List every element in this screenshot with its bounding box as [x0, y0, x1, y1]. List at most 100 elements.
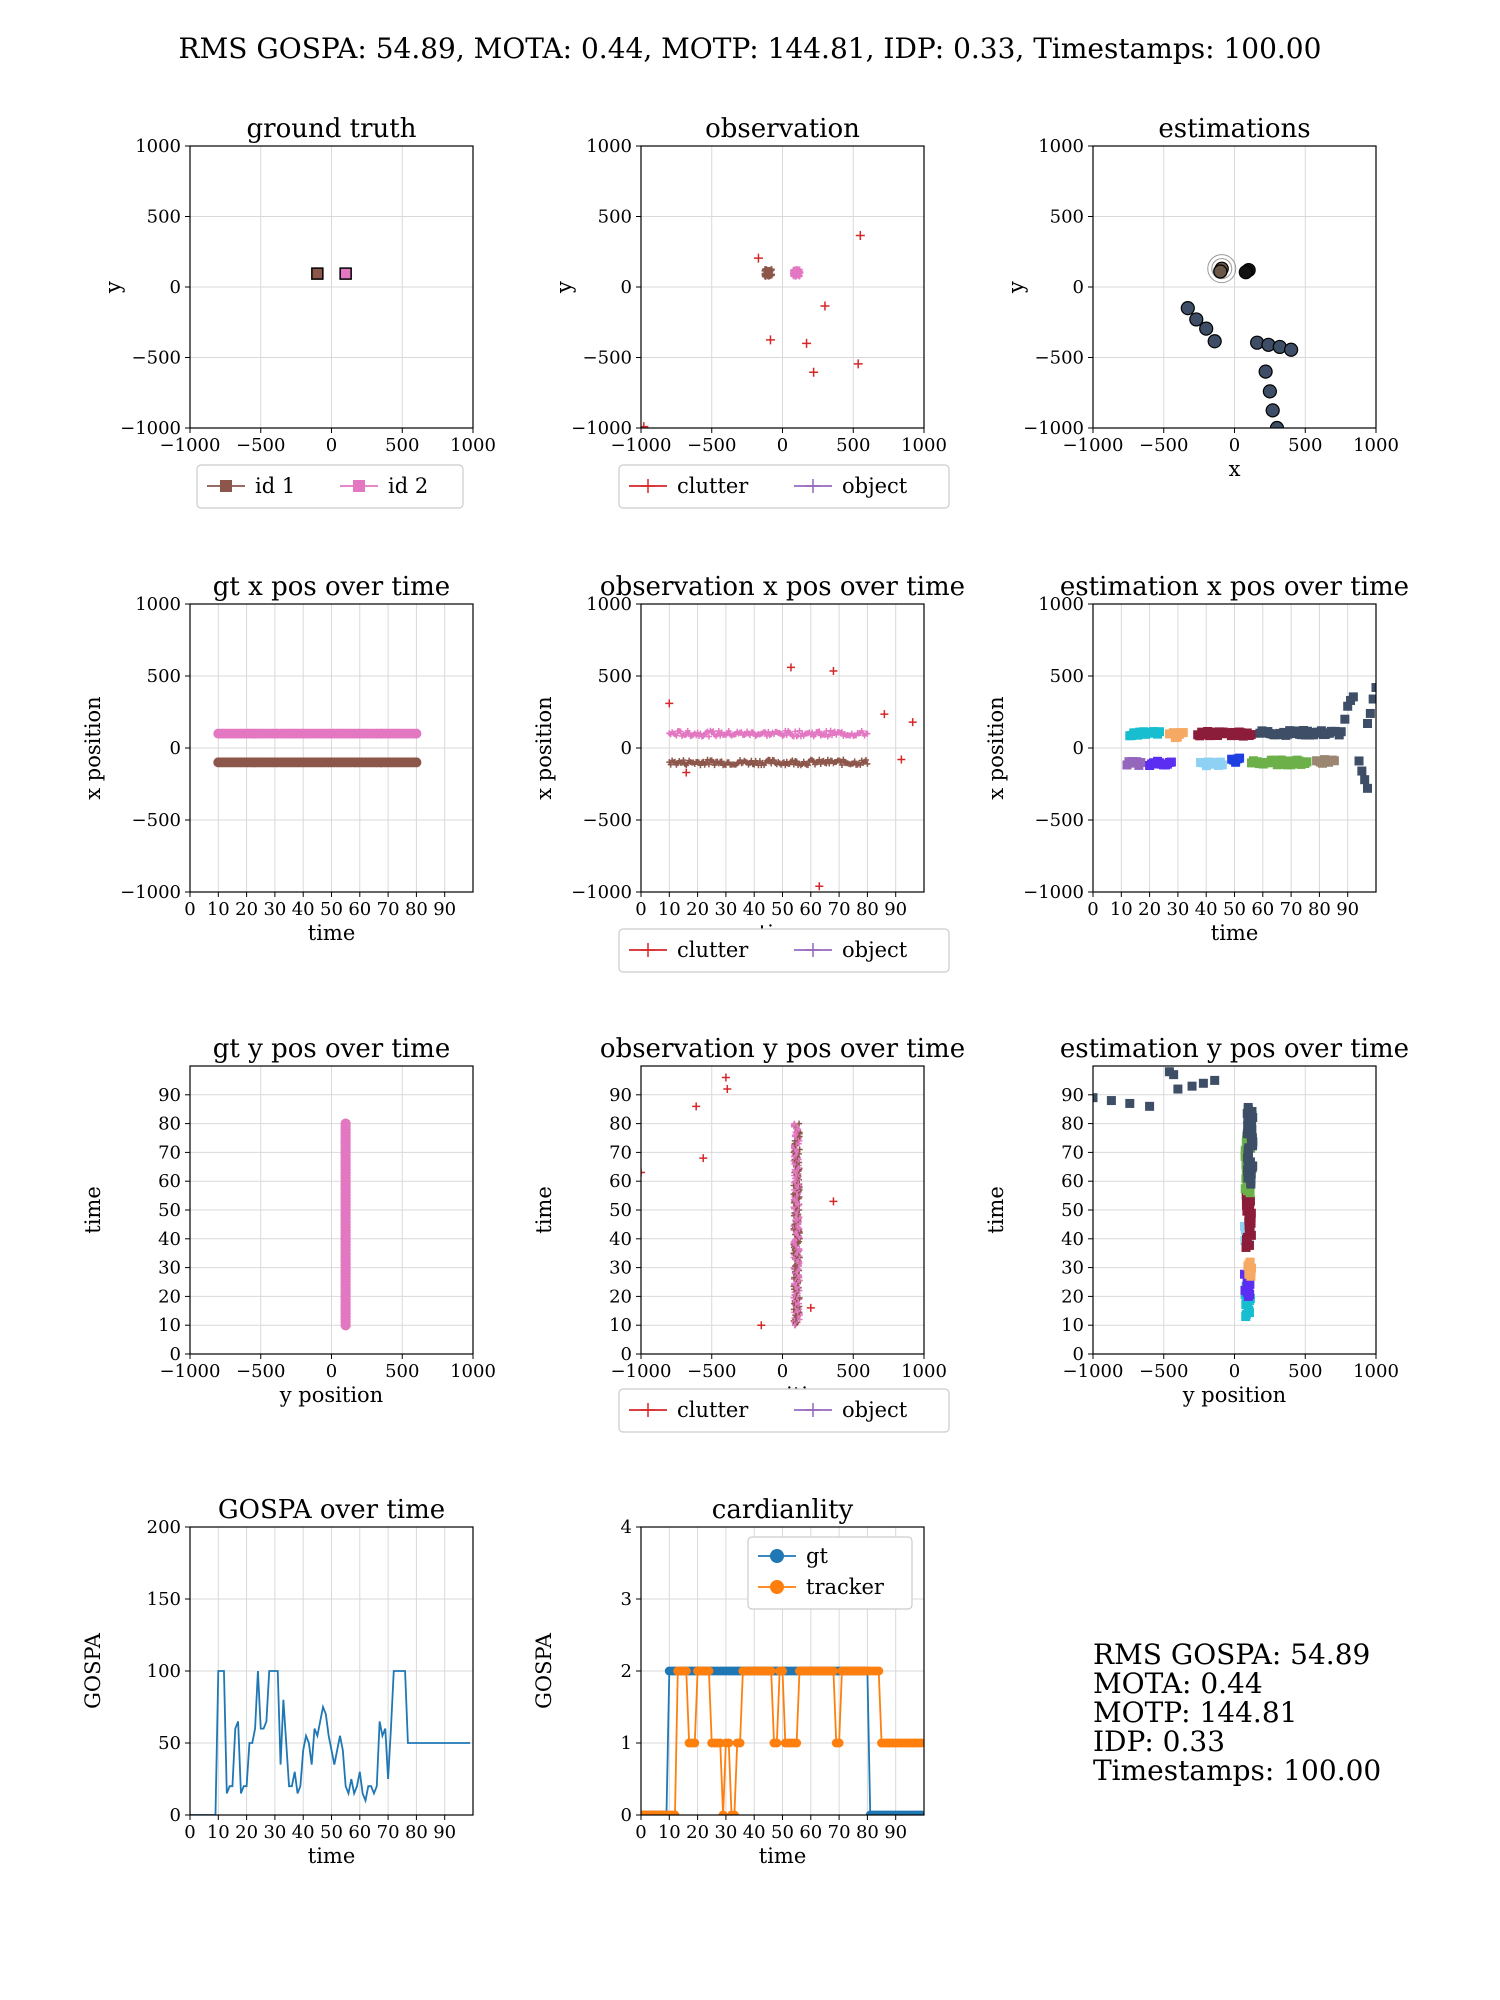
chart-obs-x-time: 0 10 20 30 40 50 60 70 80 90 −1000 −500 0 500 1000obse…: [532, 572, 965, 945]
x-tick-label: 50: [320, 899, 343, 920]
y-tick-label: 30: [158, 1258, 181, 1279]
chart-est-x-time: 0 10 20 30 40 50 60 70 80 90 −1000 −500 0 500 1000esti…: [984, 572, 1409, 945]
x-tick-label: −1000: [1063, 1361, 1124, 1382]
y-tick-label: 40: [158, 1229, 181, 1250]
y-tick-label: −1000: [1023, 882, 1084, 903]
estimate-x-point: [1357, 766, 1367, 776]
estimate-point: [1189, 312, 1204, 327]
y-tick-label: 500: [147, 207, 181, 228]
x-tick-label: 70: [828, 899, 851, 920]
chart-title: observation x pos over time: [600, 572, 965, 602]
x-tick-label: 500: [1288, 435, 1322, 456]
y-tick-label: 4: [621, 1517, 632, 1538]
clutter-point: [815, 882, 824, 891]
x-tick-label: −500: [236, 1361, 285, 1382]
grid: [189, 1066, 474, 1355]
x-tick-label: −500: [687, 1361, 736, 1382]
legend-marker: [353, 480, 365, 492]
clutter-point: [880, 710, 889, 719]
legend-marker: [770, 1549, 784, 1563]
legend-id2: id 2: [388, 474, 428, 498]
chart-title: cardianlity: [712, 1495, 854, 1525]
estimate-y-point: [1145, 1101, 1155, 1111]
y-tick-label: 0: [170, 277, 181, 298]
x-tick-label: 1000: [1353, 435, 1399, 456]
object-point: [677, 728, 684, 735]
estimate-x-point: [1336, 727, 1346, 737]
x-tick-label: 10: [1110, 899, 1133, 920]
cardinality-point-tracker: [690, 1738, 700, 1748]
legend-marker: [641, 1403, 655, 1417]
plot-area: [665, 663, 917, 891]
x-tick-label: 90: [884, 899, 907, 920]
y-tick-label: −1000: [120, 882, 181, 903]
x-tick-label: −500: [687, 435, 736, 456]
clutter-point: [802, 338, 812, 348]
legend-marker: [806, 1403, 820, 1417]
x-tick-label: 0: [777, 1361, 788, 1382]
estimate-x-point: [1354, 756, 1364, 766]
y-tick-label: 500: [1050, 666, 1084, 687]
y-tick-label: 1000: [1038, 594, 1084, 615]
chart-title: gt y pos over time: [213, 1034, 450, 1064]
gt-y-point: [340, 1118, 351, 1129]
chart-title: estimation x pos over time: [1060, 572, 1409, 602]
y-tick-label: 80: [1061, 1114, 1084, 1135]
x-tick-label: 30: [263, 1822, 286, 1843]
plot-area: [190, 1670, 471, 1815]
x-axis-label: time: [308, 1844, 356, 1868]
estimate-y-point: [1106, 1096, 1116, 1106]
plot-area: [1122, 683, 1376, 793]
object-point: [791, 1120, 798, 1127]
y-axis-label: GOSPA: [81, 1632, 105, 1709]
x-tick-label: 1000: [901, 435, 947, 456]
y-tick-label: −1000: [120, 418, 181, 439]
x-tick-label: 10: [658, 1822, 681, 1843]
chart-title: GOSPA over time: [218, 1495, 445, 1525]
legend-marker: [641, 479, 655, 493]
y-axis-label: x position: [81, 696, 105, 799]
x-tick-label: 40: [292, 1822, 315, 1843]
chart-title: ground truth: [247, 114, 417, 144]
x-tick-label: 90: [1336, 899, 1359, 920]
x-axis-label: y position: [279, 1383, 383, 1407]
chart-title: observation: [705, 114, 860, 144]
x-tick-label: 20: [686, 1822, 709, 1843]
x-tick-label: 0: [1229, 1361, 1240, 1382]
cardinality-point-tracker: [670, 1810, 680, 1815]
grid: [189, 145, 474, 429]
estimate-x-point: [1136, 758, 1146, 768]
x-tick-label: 30: [714, 899, 737, 920]
y-tick-label: 80: [158, 1114, 181, 1135]
x-tick-label: 80: [405, 1822, 428, 1843]
summary-mota: MOTA: 0.44: [1093, 1667, 1263, 1700]
cardinality-point-tracker: [828, 1666, 838, 1676]
x-tick-label: 30: [1166, 899, 1189, 920]
estimate-x-point: [1363, 783, 1373, 793]
cardinality-point-tracker: [718, 1810, 728, 1815]
chart-ground-truth: −1000 −500 0 500 1000 −1000 −500 0 500 1000 ground…: [101, 114, 496, 481]
y-axis-label: y: [1004, 281, 1028, 294]
y-tick-label: 20: [1061, 1286, 1084, 1307]
chart-title: gt x pos over time: [213, 572, 450, 602]
cardinality-point-tracker: [681, 1666, 691, 1676]
summary-rms-gospa: RMS GOSPA: 54.89: [1093, 1638, 1371, 1671]
y-tick-label: 0: [1073, 277, 1084, 298]
chart-estimations: −1000 −500 0 500 1000 −1000 −500 0 500 1000 estima…: [1004, 114, 1399, 481]
x-tick-label: 70: [1280, 899, 1303, 920]
x-tick-label: 10: [658, 899, 681, 920]
y-tick-label: −500: [583, 810, 632, 831]
estimate-y-point: [1173, 1084, 1183, 1094]
legend-frame: [618, 1388, 950, 1433]
x-tick-label: 0: [184, 1822, 195, 1843]
estimate-point: [1238, 265, 1253, 280]
y-tick-label: 1000: [135, 594, 181, 615]
y-tick-label: 3: [621, 1589, 632, 1610]
estimate-x-point: [1360, 775, 1370, 785]
y-tick-label: 90: [1061, 1085, 1084, 1106]
y-axis-label: y: [101, 281, 125, 294]
y-tick-label: −1000: [1023, 418, 1084, 439]
cardinality-point-tracker: [778, 1666, 787, 1676]
object-point: [705, 733, 712, 740]
x-axis-label: x: [1229, 457, 1241, 481]
